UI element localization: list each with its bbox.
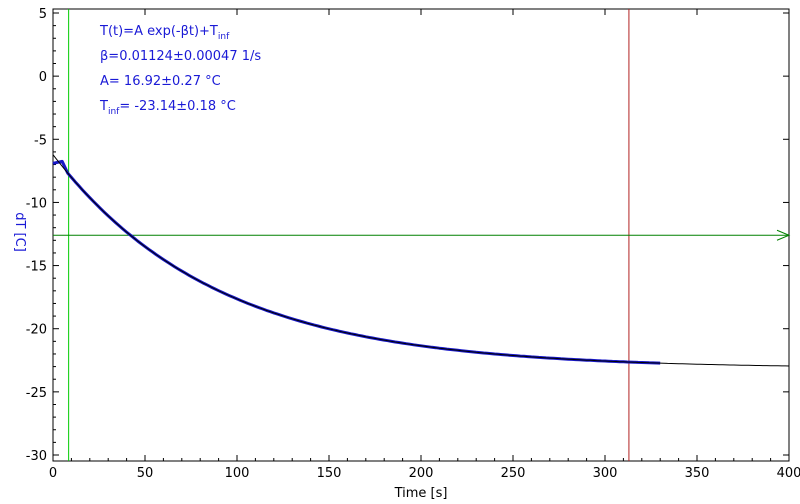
y-tick-label: -5 xyxy=(34,133,47,148)
x-axis-ticks: 0 50 100 150 200 250 300 350 400 xyxy=(49,9,800,481)
x-tick-label: 200 xyxy=(409,466,434,481)
horizontal-marker-arrow[interactable] xyxy=(776,229,791,241)
fit-curve xyxy=(52,154,790,367)
x-tick-label: 150 xyxy=(317,466,342,481)
x-tick-label: 0 xyxy=(49,466,57,481)
x-tick-label: 250 xyxy=(501,466,526,481)
y-tick-label: -15 xyxy=(26,260,47,275)
y-tick-label: 0 xyxy=(39,70,47,85)
fit-amplitude: A= 16.92±0.27 °C xyxy=(100,74,221,89)
fit-tinf-rest: = -23.14±0.18 °C xyxy=(119,99,235,114)
fit-tinf: Tinf= -23.14±0.18 °C xyxy=(99,99,236,117)
y-tick-label: -25 xyxy=(26,386,47,401)
x-tick-label: 50 xyxy=(137,466,154,481)
y-tick-label: -10 xyxy=(26,196,47,211)
x-tick-label: 100 xyxy=(225,466,250,481)
y-tick-label: 5 xyxy=(39,7,47,22)
fit-tinf-sub: inf xyxy=(108,107,120,117)
fit-equation-main: T(t)=A exp(-βt)+T xyxy=(99,24,218,39)
x-tick-label: 350 xyxy=(685,466,710,481)
fit-tinf-main: T xyxy=(99,99,108,114)
fit-annotation: T(t)=A exp(-βt)+Tinf β=0.01124±0.00047 1… xyxy=(99,24,261,117)
x-tick-label: 400 xyxy=(777,466,800,481)
x-axis-label: Time [s] xyxy=(394,486,448,501)
y-axis-ticks: 5 0 -5 -10 -15 -20 -25 -30 xyxy=(26,7,789,464)
y-tick-label: -30 xyxy=(26,449,47,464)
y-tick-label: -20 xyxy=(26,323,47,338)
fit-equation-sub: inf xyxy=(218,32,230,42)
fit-beta: β=0.01124±0.00047 1/s xyxy=(100,49,261,64)
measured-data-series xyxy=(52,159,661,365)
x-tick-label: 300 xyxy=(593,466,618,481)
fit-equation: T(t)=A exp(-βt)+Tinf xyxy=(99,24,230,42)
y-axis-label: dT [C] xyxy=(12,212,27,252)
